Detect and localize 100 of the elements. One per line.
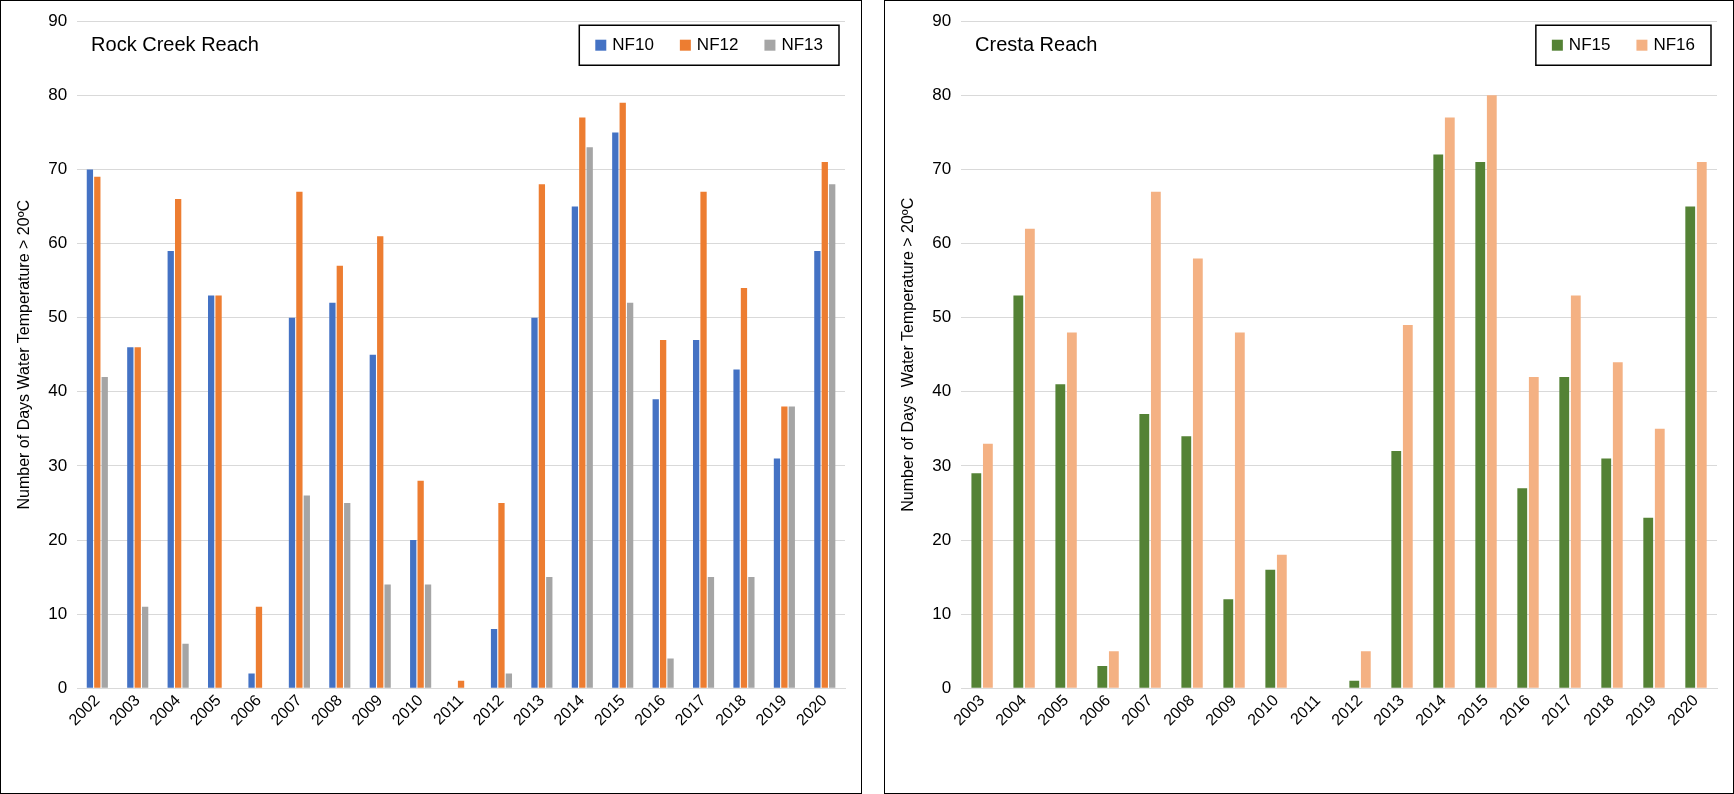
bar	[329, 302, 336, 688]
bar	[1685, 206, 1696, 688]
legend-label: NF12	[696, 34, 739, 54]
bar	[1150, 191, 1161, 688]
bar	[619, 102, 626, 688]
bar	[652, 399, 659, 688]
bar	[498, 502, 505, 688]
bar	[612, 132, 619, 688]
y-tick-label: 50	[932, 307, 952, 327]
bar	[215, 295, 222, 688]
bar	[101, 376, 108, 688]
bar	[1192, 258, 1203, 688]
y-tick-label: 30	[48, 455, 68, 475]
bar	[740, 288, 748, 688]
bar	[538, 184, 546, 688]
bar	[457, 680, 465, 688]
bar	[586, 147, 593, 688]
bar	[369, 354, 376, 688]
bar	[1181, 436, 1192, 688]
y-tick-label: 0	[57, 677, 68, 697]
y-axis-title: Number of Days Water Temperature > 20ºC	[15, 199, 33, 510]
bar	[707, 577, 715, 688]
bar	[94, 176, 101, 688]
bar	[1265, 569, 1276, 688]
y-tick-label: 60	[48, 233, 68, 253]
text: Rock Creek Reach	[91, 32, 259, 55]
bar	[1108, 651, 1119, 688]
bar	[410, 540, 417, 688]
bar	[1444, 117, 1455, 688]
bar	[1696, 162, 1707, 688]
y-tick-label: 70	[48, 159, 68, 179]
bar	[788, 406, 795, 688]
bar	[1013, 295, 1024, 688]
legend-label: NF15	[1568, 34, 1611, 54]
bar	[1601, 458, 1612, 688]
bar	[982, 443, 993, 688]
y-tick-label: 0	[941, 677, 952, 697]
bar	[829, 184, 836, 688]
bar	[1391, 451, 1402, 688]
bar	[1139, 414, 1150, 688]
bar	[1486, 95, 1497, 688]
y-tick-label: 30	[932, 455, 952, 475]
bar	[1055, 384, 1066, 688]
bar	[182, 643, 189, 688]
bar	[531, 317, 538, 688]
bar	[255, 606, 263, 688]
bar	[1654, 428, 1665, 688]
bar	[208, 295, 215, 688]
bar	[1234, 332, 1245, 688]
bar	[288, 317, 296, 688]
bar	[1433, 154, 1444, 688]
bar	[505, 673, 513, 688]
legend-label: NF13	[781, 34, 824, 54]
bar	[781, 406, 788, 688]
bar	[1097, 666, 1108, 688]
y-tick-label: 70	[932, 159, 952, 179]
bar	[546, 577, 553, 688]
bar	[700, 191, 707, 688]
bar	[336, 265, 343, 688]
bar	[384, 584, 391, 688]
bar	[971, 473, 982, 688]
bar	[1402, 325, 1413, 688]
y-tick-label: 80	[48, 85, 68, 104]
bar	[748, 577, 755, 688]
bar	[134, 347, 141, 688]
bar	[141, 606, 149, 688]
bar	[167, 250, 174, 688]
bar	[1349, 680, 1360, 688]
y-tick-label: 60	[932, 233, 952, 253]
y-tick-label: 10	[932, 603, 952, 623]
bar	[692, 339, 700, 688]
bar	[1223, 599, 1234, 688]
bar	[579, 117, 586, 688]
bar	[1475, 162, 1486, 688]
bar	[667, 658, 674, 688]
bar	[821, 162, 828, 688]
bar	[773, 458, 781, 688]
y-tick-label: 40	[48, 381, 68, 401]
bar	[490, 628, 498, 688]
bar	[248, 673, 255, 688]
y-tick-label: 40	[932, 381, 952, 401]
y-tick-label: 10	[48, 603, 68, 623]
y-tick-label: 20	[48, 529, 68, 549]
bar	[659, 339, 667, 688]
bar	[1643, 517, 1654, 688]
legend-label: NF10	[612, 34, 654, 54]
bar	[424, 584, 432, 688]
bar	[1066, 332, 1077, 688]
bar	[1024, 228, 1035, 688]
bar	[1276, 554, 1287, 688]
bar	[1570, 295, 1581, 688]
y-tick-label: 80	[932, 85, 952, 104]
text: Cresta Reach	[975, 32, 1098, 55]
bar	[1517, 488, 1528, 688]
bar	[1528, 376, 1539, 688]
y-tick-label: 90	[932, 10, 952, 30]
legend-label: NF16	[1653, 34, 1696, 54]
bar	[626, 302, 634, 688]
bar	[1360, 651, 1371, 688]
bar	[86, 169, 94, 688]
